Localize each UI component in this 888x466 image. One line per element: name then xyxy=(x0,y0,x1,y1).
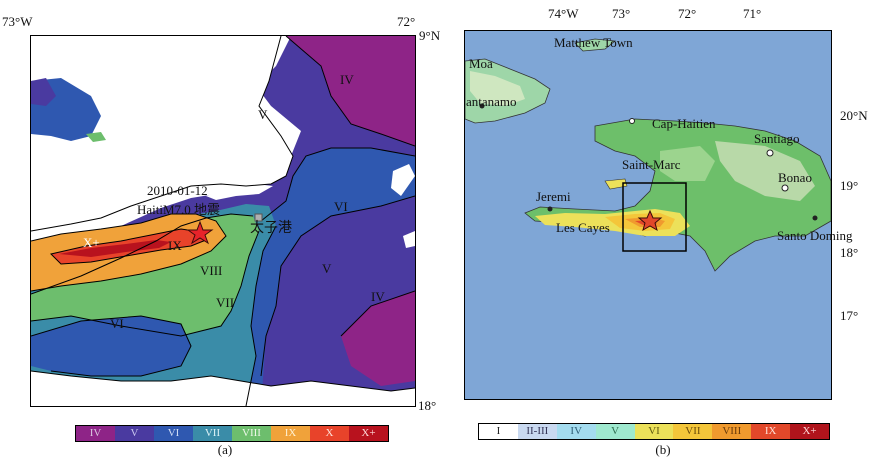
lon-label-72b: 72° xyxy=(678,6,697,21)
zone-label-v-n: V xyxy=(258,107,268,122)
study-area-box xyxy=(622,182,687,252)
shakemap-terrain xyxy=(465,31,831,399)
lon-label-74w: 74°W xyxy=(548,6,579,21)
lat-label-19: 19° xyxy=(840,178,859,193)
port-au-prince-marker xyxy=(254,213,263,222)
place-cap-haitien: Cap-Haitien xyxy=(652,116,716,131)
place-santo-doming: Santo Doming xyxy=(777,228,853,243)
colorbar-a-segment-2: VI xyxy=(154,426,193,441)
colorbar-b: I II-III IV V VI VII VIII IX X+ xyxy=(478,423,830,440)
colorbar-b-segment-3: V xyxy=(595,424,635,439)
epicenter-star xyxy=(186,220,214,245)
colorbar-b-segment-7: IX xyxy=(751,424,791,439)
zone-label-iv-ne: IV xyxy=(340,72,354,87)
lon-label-73w: 73°W xyxy=(2,14,33,29)
place-matthew-town: Matthew Town xyxy=(554,35,633,50)
colorbar-b-segment-8: X+ xyxy=(790,424,830,439)
colorbar-a-segment-3: VII xyxy=(193,426,232,441)
city-label-port-au-prince: 太子港 xyxy=(250,221,292,236)
event-magnitude: M7.0 地震 xyxy=(163,202,221,217)
place-santiago: Santiago xyxy=(754,131,800,146)
event-title-prefix: Haiti xyxy=(137,202,163,217)
zone-label-vi-e: VI xyxy=(334,199,348,214)
lon-label-73: 73° xyxy=(612,6,631,21)
zone-label-x-plus: X+ xyxy=(83,235,100,250)
zone-label-v-e: V xyxy=(322,261,332,276)
colorbar-b-segment-1: II-III xyxy=(517,424,557,439)
colorbar-a-segment-1: V xyxy=(115,426,154,441)
intensity-contours xyxy=(31,36,415,406)
event-date: 2010-01-12 xyxy=(147,183,208,198)
place-saint-marc: Saint-Marc xyxy=(622,157,681,172)
place-moa: Moa xyxy=(469,56,493,71)
place-les-cayes: Les Cayes xyxy=(556,220,610,235)
lat-label-18b: 18° xyxy=(840,245,859,260)
lon-label-71: 71° xyxy=(743,6,762,21)
zone-label-vii: VII xyxy=(216,295,235,310)
colorbar-a-segment-7: X+ xyxy=(349,426,388,441)
zone-label-viii: VIII xyxy=(200,263,223,278)
colorbar-b-segment-2: IV xyxy=(556,424,596,439)
place-jeremi: Jeremi xyxy=(536,189,571,204)
caption-a: (a) xyxy=(217,442,233,457)
colorbar-b-segment-5: VII xyxy=(673,424,713,439)
shakemap-b xyxy=(464,30,832,400)
place-guantanamo: antanamo xyxy=(466,94,517,109)
lat-label-9n: 9°N xyxy=(419,28,441,43)
colorbar-a-segment-0: IV xyxy=(76,426,115,441)
intensity-map-a xyxy=(30,35,416,407)
zone-label-vi-sw: VI xyxy=(110,316,124,331)
event-title: HaitiM7.0 地震 xyxy=(137,203,220,216)
colorbar-a: IV V VI VII VIII IX X X+ xyxy=(75,425,389,442)
lat-label-18: 18° xyxy=(418,398,437,413)
zone-label-iv-se: IV xyxy=(371,289,385,304)
colorbar-b-segment-4: VI xyxy=(634,424,674,439)
colorbar-b-segment-0: I xyxy=(479,424,518,439)
colorbar-b-segment-6: VIII xyxy=(712,424,752,439)
colorbar-a-segment-5: IX xyxy=(271,426,310,441)
colorbar-a-segment-6: X xyxy=(310,426,349,441)
epicenter-star-b xyxy=(637,209,663,232)
colorbar-a-segment-4: VIII xyxy=(232,426,271,441)
lat-label-17: 17° xyxy=(840,308,859,323)
lon-label-72: 72° xyxy=(397,14,416,29)
zone-label-ix: IX xyxy=(168,238,182,253)
caption-b: (b) xyxy=(655,442,671,457)
lat-label-20n: 20°N xyxy=(840,108,868,123)
place-bonao: Bonao xyxy=(778,170,812,185)
